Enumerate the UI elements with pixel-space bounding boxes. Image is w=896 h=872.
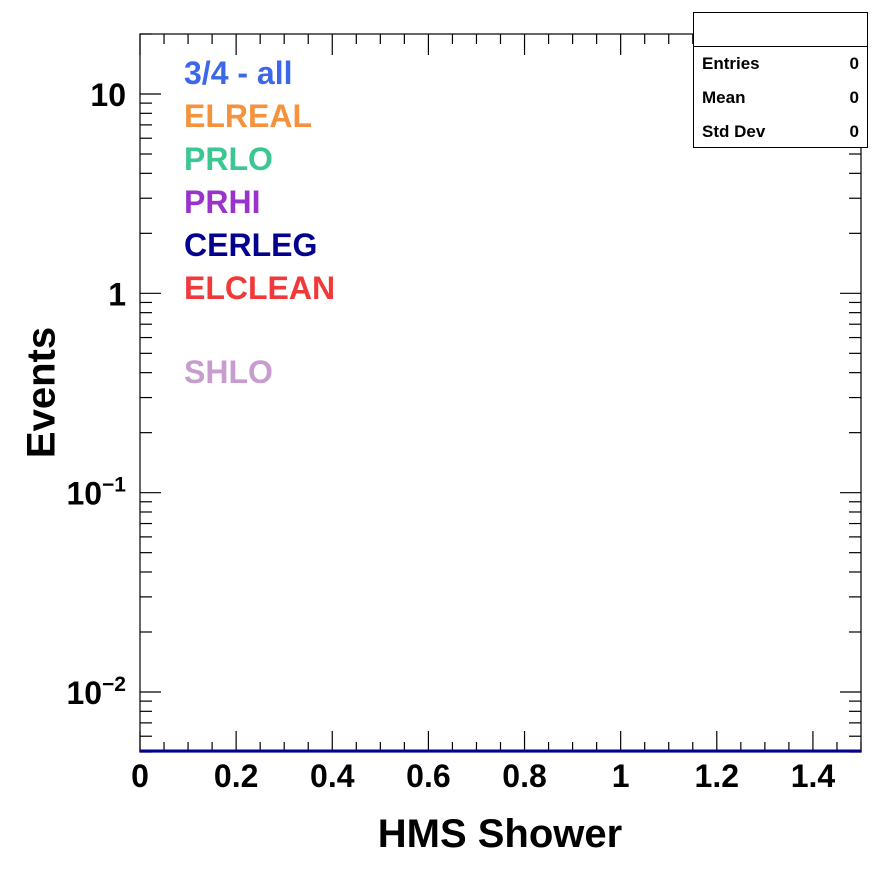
x-tick-label: 0.2 [214,758,258,794]
x-axis-label: HMS Shower [377,812,623,856]
legend-entry-shlo: SHLO [184,354,273,390]
x-tick-label: 1.2 [695,758,739,794]
x-tick-label: 0.8 [502,758,546,794]
y-tick-label: 10−2 [66,673,126,711]
stats-value: 0 [849,88,859,107]
x-tick-label: 0 [131,758,149,794]
stats-label: Std Dev [702,122,766,141]
stats-label: Mean [702,88,746,107]
x-tick-label: 0.4 [310,758,355,794]
stats-row-std-dev: Std Dev 0 [694,115,867,149]
legend-entry-elclean: ELCLEAN [184,270,336,306]
legend-entry-cerleg: CERLEG [184,227,318,263]
legend-entry-elreal: ELREAL [184,98,312,134]
y-tick-label: 1 [108,276,126,312]
stats-title [694,13,867,47]
stats-box: Entries 0 Mean 0 Std Dev 0 [693,12,868,148]
legend-entry-prhi: PRHI [184,184,261,220]
stats-row-entries: Entries 0 [694,47,867,81]
x-tick-label: 1.4 [791,758,836,794]
stats-row-mean: Mean 0 [694,81,867,115]
stats-label: Entries [702,54,760,73]
legend-entry-prlo: PRLO [184,141,273,177]
y-tick-label: 10−1 [66,474,126,512]
stats-value: 0 [849,54,859,73]
y-axis-label: Events [19,326,64,459]
x-tick-label: 1 [612,758,630,794]
x-tick-label: 0.6 [406,758,450,794]
stats-value: 0 [849,122,859,141]
x-axis: 0 0.2 0.4 0.6 0.8 1 1.2 1.4 [131,34,862,794]
legend-entry-3-4-all: 3/4 - all [184,55,293,91]
legend: 3/4 - all ELREAL PRLO PRHI CERLEG ELCLEA… [184,52,335,394]
y-tick-label: 10 [90,77,126,113]
